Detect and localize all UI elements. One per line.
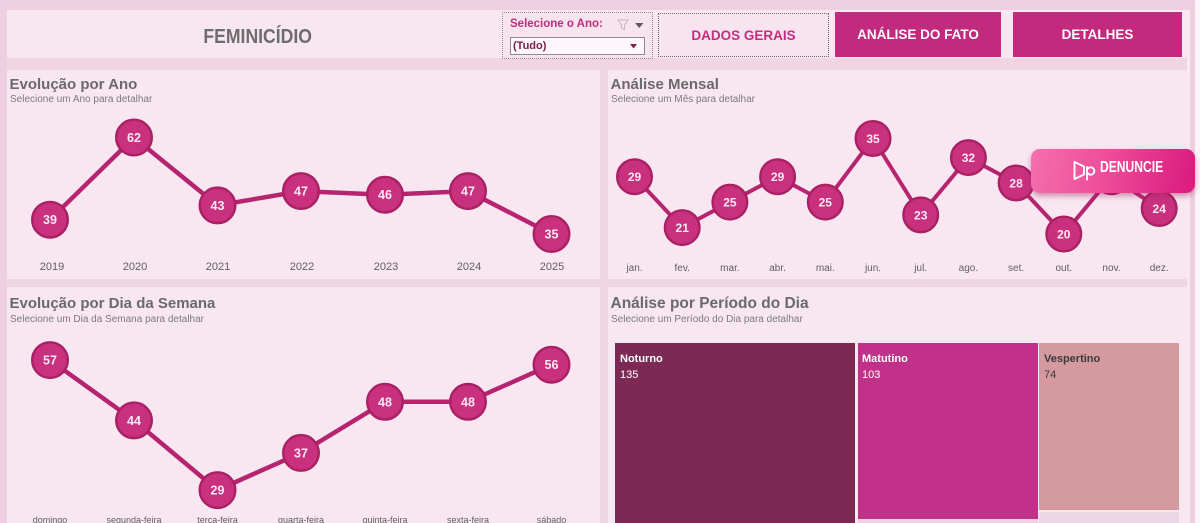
- svg-text:2025: 2025: [540, 261, 564, 273]
- svg-text:39: 39: [43, 213, 57, 227]
- svg-text:46: 46: [378, 188, 392, 202]
- svg-text:35: 35: [866, 132, 880, 146]
- svg-text:32: 32: [962, 151, 976, 165]
- svg-text:21: 21: [676, 221, 690, 235]
- svg-text:47: 47: [294, 185, 308, 199]
- svg-text:44: 44: [127, 414, 141, 428]
- svg-text:quinta-feira: quinta-feira: [362, 515, 407, 523]
- svg-text:mar.: mar.: [720, 263, 739, 274]
- svg-text:mai.: mai.: [816, 263, 835, 274]
- svg-text:56: 56: [545, 358, 559, 372]
- svg-text:37: 37: [294, 446, 308, 460]
- svg-text:23: 23: [914, 209, 928, 223]
- svg-text:24: 24: [1153, 202, 1167, 216]
- svg-text:48: 48: [461, 395, 475, 409]
- svg-text:terça-feira: terça-feira: [197, 515, 238, 523]
- svg-text:2020: 2020: [123, 261, 147, 273]
- svg-text:set.: set.: [1008, 263, 1024, 274]
- svg-text:2022: 2022: [290, 261, 314, 273]
- svg-text:domingo: domingo: [33, 515, 68, 523]
- svg-text:29: 29: [211, 484, 225, 498]
- svg-text:57: 57: [43, 354, 57, 368]
- svg-text:fev.: fev.: [675, 263, 690, 274]
- svg-text:quarta-feira: quarta-feira: [278, 515, 324, 523]
- svg-text:jan.: jan.: [625, 263, 642, 274]
- svg-text:jun.: jun.: [864, 263, 881, 274]
- svg-text:25: 25: [819, 196, 833, 210]
- svg-text:abr.: abr.: [769, 263, 786, 274]
- svg-text:29: 29: [771, 170, 785, 184]
- svg-text:47: 47: [461, 185, 475, 199]
- svg-text:28: 28: [1009, 177, 1023, 191]
- svg-text:2023: 2023: [374, 261, 398, 273]
- svg-text:sábado: sábado: [537, 515, 567, 523]
- svg-text:sexta-feira: sexta-feira: [447, 515, 489, 523]
- svg-text:2021: 2021: [206, 261, 230, 273]
- svg-text:jul.: jul.: [913, 263, 927, 274]
- svg-text:dez.: dez.: [1150, 263, 1169, 274]
- svg-text:29: 29: [628, 170, 642, 184]
- svg-text:25: 25: [723, 196, 737, 210]
- svg-text:35: 35: [545, 228, 559, 242]
- svg-text:2024: 2024: [457, 261, 481, 273]
- svg-text:62: 62: [127, 131, 141, 145]
- svg-text:nov.: nov.: [1102, 263, 1120, 274]
- svg-text:20: 20: [1057, 228, 1071, 242]
- svg-text:out.: out.: [1055, 263, 1072, 274]
- svg-text:48: 48: [378, 395, 392, 409]
- svg-text:segunda-feira: segunda-feira: [106, 515, 161, 523]
- svg-text:ago.: ago.: [959, 263, 978, 274]
- svg-text:2019: 2019: [40, 261, 64, 273]
- svg-text:43: 43: [211, 199, 225, 213]
